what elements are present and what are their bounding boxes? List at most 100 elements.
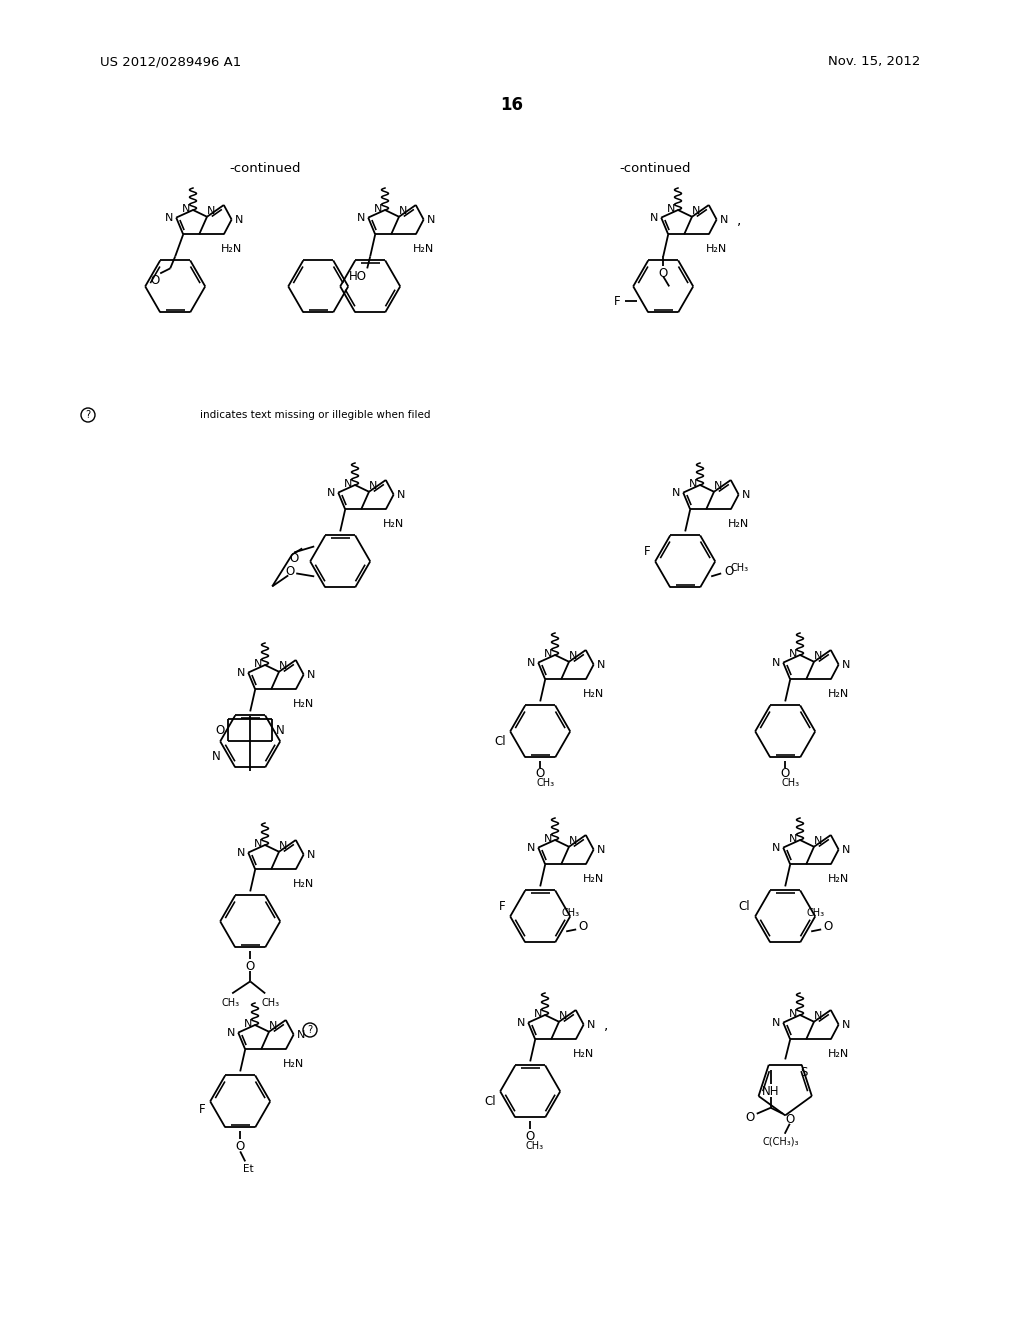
Text: N: N	[814, 836, 822, 846]
Text: N: N	[814, 651, 822, 661]
Text: Cl: Cl	[484, 1094, 496, 1107]
Text: N: N	[814, 1011, 822, 1020]
Text: CH₃: CH₃	[730, 564, 749, 573]
Text: US 2012/0289496 A1: US 2012/0289496 A1	[100, 55, 242, 69]
Text: H₂N: H₂N	[293, 879, 314, 890]
Text: N: N	[297, 1030, 305, 1040]
Text: N: N	[306, 850, 314, 859]
Text: N: N	[165, 213, 173, 223]
Text: N: N	[544, 834, 552, 843]
Text: H₂N: H₂N	[828, 1049, 850, 1060]
Text: O: O	[151, 275, 160, 286]
Text: H₂N: H₂N	[573, 1049, 594, 1060]
Text: N: N	[279, 661, 287, 671]
Text: F: F	[614, 294, 621, 308]
Text: NH: NH	[762, 1085, 779, 1098]
Text: N: N	[398, 206, 408, 215]
Text: N: N	[327, 487, 336, 498]
Text: CH₃: CH₃	[561, 908, 580, 919]
Text: N: N	[227, 1027, 236, 1038]
Text: F: F	[644, 545, 650, 558]
Text: O: O	[823, 920, 833, 933]
Text: -continued: -continued	[620, 161, 691, 174]
Text: N: N	[650, 213, 658, 223]
Text: N: N	[534, 1008, 542, 1019]
Text: H₂N: H₂N	[707, 244, 727, 255]
Text: N: N	[374, 205, 382, 214]
Text: O: O	[525, 1130, 535, 1143]
Text: H₂N: H₂N	[284, 1060, 304, 1069]
Text: N: N	[772, 842, 780, 853]
Text: O: O	[785, 1113, 795, 1126]
Text: N: N	[254, 659, 262, 669]
Text: C(CH₃)₃: C(CH₃)₃	[763, 1137, 799, 1147]
Text: O: O	[725, 565, 734, 578]
Text: CH₃: CH₃	[806, 908, 824, 919]
Text: N: N	[596, 845, 605, 854]
Text: -continued: -continued	[229, 161, 301, 174]
Text: N: N	[596, 660, 605, 669]
Text: F: F	[199, 1104, 206, 1115]
Text: N: N	[689, 479, 697, 488]
Text: N: N	[527, 657, 536, 668]
Text: N: N	[344, 479, 352, 488]
Text: N: N	[842, 660, 850, 669]
Text: N: N	[714, 480, 722, 491]
Text: N: N	[667, 205, 675, 214]
Text: N: N	[237, 668, 246, 677]
Text: CH₃: CH₃	[781, 779, 800, 788]
Text: N: N	[234, 215, 243, 224]
Text: N: N	[568, 651, 578, 661]
Text: N: N	[212, 750, 220, 763]
Text: O: O	[536, 767, 545, 780]
Text: N: N	[559, 1011, 567, 1020]
Text: CH₃: CH₃	[261, 998, 280, 1008]
Text: indicates text missing or illegible when filed: indicates text missing or illegible when…	[200, 411, 430, 420]
Text: O: O	[236, 1140, 245, 1152]
Text: S: S	[800, 1067, 807, 1080]
Text: N: N	[672, 487, 680, 498]
Text: H₂N: H₂N	[383, 519, 404, 529]
Text: H₂N: H₂N	[728, 519, 750, 529]
Text: CH₃: CH₃	[525, 1142, 544, 1151]
Text: N: N	[842, 845, 850, 854]
Text: N: N	[237, 847, 246, 858]
Text: HO: HO	[349, 269, 368, 282]
Text: O: O	[286, 565, 295, 578]
Text: N: N	[357, 213, 366, 223]
Text: N: N	[568, 836, 578, 846]
Text: N: N	[244, 1019, 252, 1030]
Text: H₂N: H₂N	[413, 244, 434, 255]
Text: Cl: Cl	[738, 900, 750, 913]
Text: N: N	[182, 205, 190, 214]
Text: N: N	[426, 215, 435, 224]
Text: ?: ?	[85, 411, 90, 420]
Text: CH₃: CH₃	[537, 779, 554, 788]
Text: N: N	[396, 490, 404, 499]
Text: N: N	[369, 480, 377, 491]
Text: O: O	[216, 723, 225, 737]
Text: O: O	[658, 267, 668, 280]
Text: N: N	[527, 842, 536, 853]
Text: O: O	[246, 960, 255, 973]
Text: Et: Et	[243, 1164, 254, 1175]
Text: O: O	[290, 552, 299, 565]
Text: H₂N: H₂N	[293, 700, 314, 709]
Text: O: O	[579, 920, 588, 933]
Text: CH₃: CH₃	[221, 998, 240, 1008]
Text: N: N	[587, 1019, 595, 1030]
Text: N: N	[279, 841, 287, 851]
Text: F: F	[499, 900, 506, 913]
Text: N: N	[544, 649, 552, 659]
Text: N: N	[517, 1018, 525, 1027]
Text: N: N	[842, 1019, 850, 1030]
Text: H₂N: H₂N	[584, 874, 604, 884]
Text: N: N	[788, 834, 798, 843]
Text: O: O	[780, 767, 790, 780]
Text: H₂N: H₂N	[221, 244, 243, 255]
Text: N: N	[788, 649, 798, 659]
Text: N: N	[269, 1020, 278, 1031]
Text: N: N	[692, 206, 700, 215]
Text: ,: ,	[736, 213, 740, 227]
Text: ,: ,	[603, 1018, 608, 1031]
